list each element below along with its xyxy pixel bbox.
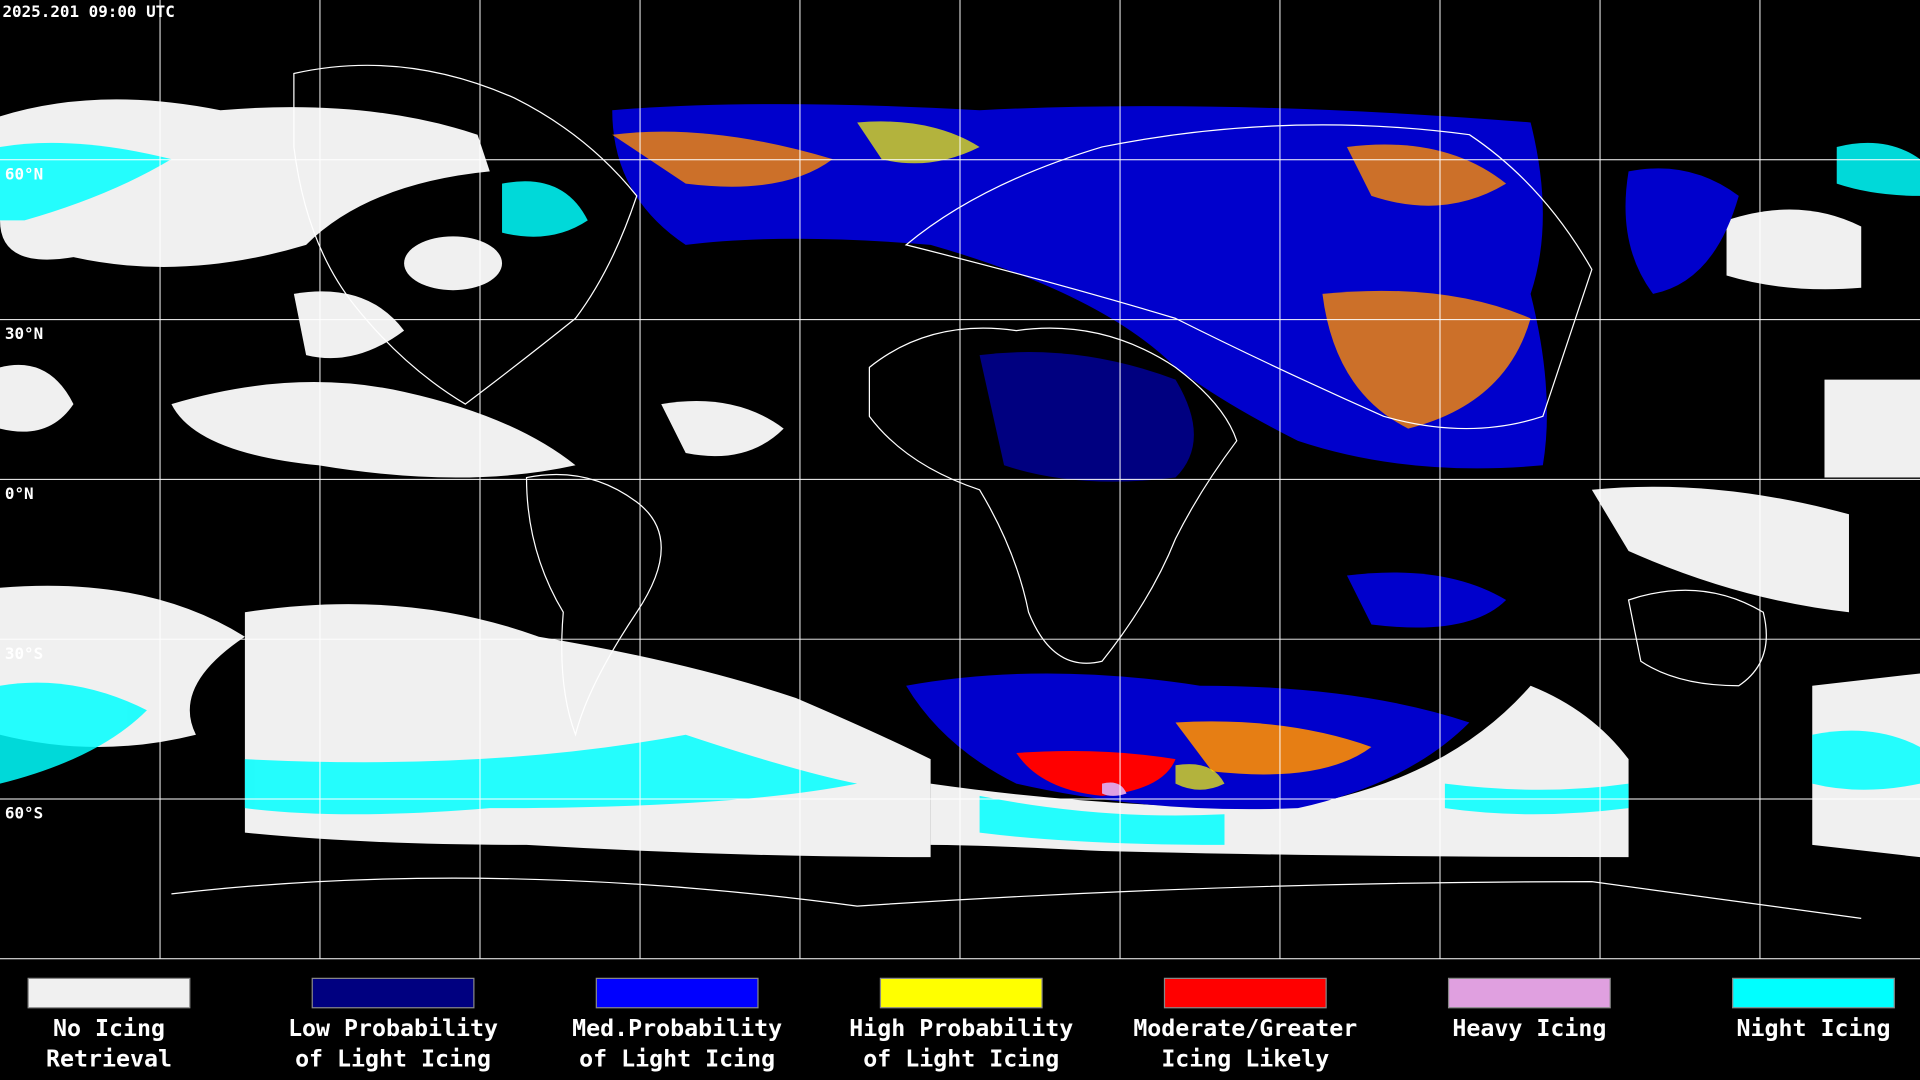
legend-swatch [311, 977, 475, 1009]
legend-label: Retrieval [46, 1046, 172, 1073]
graticule [0, 0, 1920, 960]
latitude-label: 30°S [5, 644, 43, 663]
latitude-label: 0°N [5, 484, 34, 503]
legend-swatch [27, 977, 191, 1009]
latitude-labels: 60°N 30°N 0°N 30°S 60°S [5, 164, 43, 822]
legend-label: of Light Icing [579, 1046, 775, 1073]
legend-swatch [1447, 977, 1611, 1009]
latitude-label: 60°S [5, 804, 43, 823]
legend-label: Heavy Icing [1452, 1015, 1606, 1042]
legend-label: of Light Icing [295, 1046, 491, 1073]
legend-swatch [595, 977, 759, 1009]
timestamp: 2025.201 09:00 UTC [2, 2, 174, 21]
legend-label: No Icing [53, 1015, 165, 1042]
latitude-label: 60°N [5, 164, 43, 183]
cloud-imagery [0, 99, 1920, 858]
legend-label: Night Icing [1736, 1015, 1890, 1042]
legend-swatch [879, 977, 1043, 1009]
coastlines [171, 64, 1862, 919]
legend-label: Icing Likely [1161, 1046, 1329, 1073]
legend-label: Moderate/Greater [1133, 1015, 1357, 1042]
legend-label: of Light Icing [863, 1046, 1059, 1073]
legend-label: Low Probability [288, 1015, 498, 1042]
legend: No Icing Retrieval Low Probability of Light… [27, 977, 1895, 1073]
legend-label: Med.Probability [572, 1015, 782, 1042]
legend-swatch [1163, 977, 1327, 1009]
legend-label: High Probability [849, 1015, 1073, 1042]
legend-swatch [1732, 977, 1895, 1009]
latitude-label: 30°N [5, 324, 43, 343]
